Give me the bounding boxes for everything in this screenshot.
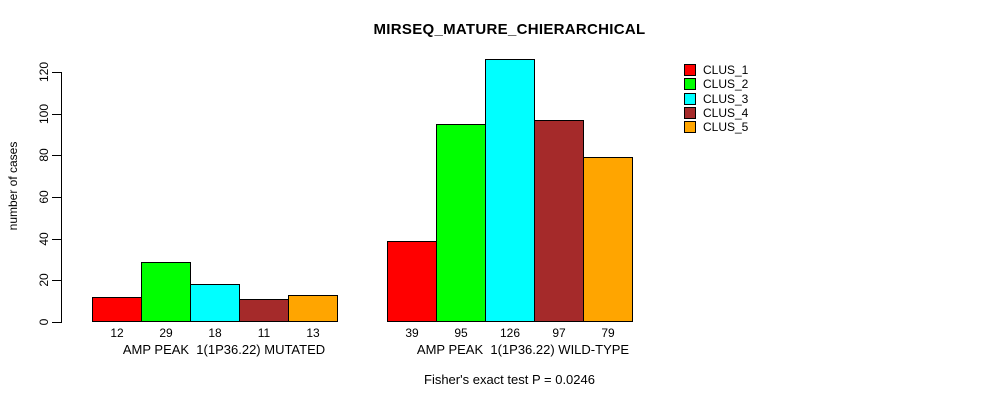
y-axis-tick-label: 60 [37,190,51,204]
y-axis-tick [52,197,62,198]
legend-swatch-clus_1 [684,64,696,76]
bar-clus_2-group1 [141,262,191,322]
y-axis-tick [52,322,62,323]
bar-clus_3-group2 [485,59,535,322]
bar-value-label: 97 [552,326,566,340]
legend-swatch-clus_4 [684,106,696,119]
bar-value-label: 126 [499,326,521,340]
legend-label-clus_4: CLUS_4 [703,105,749,120]
category-label: AMP PEAK 1(1P36.22) WILD-TYPE [416,342,630,357]
legend-label-clus_2: CLUS_2 [703,77,749,92]
y-axis-tick-label: 100 [37,103,51,125]
fisher-test-annotation: Fisher's exact test P = 0.0246 [424,372,595,387]
bar-value-label: 29 [159,326,173,340]
legend-swatch-clus_3 [684,92,696,105]
bar-clus_5-group1 [288,295,338,322]
bar-value-label: 12 [110,326,124,340]
bar-value-label: 11 [257,326,271,340]
bar-clus_5-group2 [583,157,633,322]
bar-clus_1-group2 [387,241,437,322]
y-axis-tick [52,239,62,240]
chart-title: MIRSEQ_MATURE_CHIERARCHICAL [373,21,646,38]
y-axis-tick-label: 80 [37,148,51,162]
bar-value-label: 95 [454,326,468,340]
bar-clus_4-group1 [239,299,289,322]
y-axis-tick [52,280,62,281]
y-axis-tick [52,72,62,73]
category-label: AMP PEAK 1(1P36.22) MUTATED [122,342,326,357]
bar-clus_2-group2 [436,124,486,322]
y-axis-tick-label: 40 [37,232,51,246]
y-axis-tick [52,114,62,115]
legend-label-clus_5: CLUS_5 [703,120,749,134]
bar-value-label: 79 [601,326,615,340]
bar-clus_4-group2 [534,120,584,322]
bar-clus_1-group1 [92,297,142,322]
y-axis-tick-label: 120 [37,61,51,83]
y-axis-tick [52,155,62,156]
bar-value-label: 39 [405,326,419,340]
bar-clus_3-group1 [190,284,240,322]
legend-label-clus_1: CLUS_1 [703,63,749,77]
y-axis-tick-label: 0 [37,318,51,326]
legend-swatch-clus_2 [684,78,696,91]
bar-value-label: 18 [208,326,222,340]
legend-swatch-clus_5 [684,121,696,133]
legend-label-clus_3: CLUS_3 [703,91,749,106]
y-axis-tick-label: 20 [37,273,51,287]
bar-value-label: 13 [306,326,320,340]
